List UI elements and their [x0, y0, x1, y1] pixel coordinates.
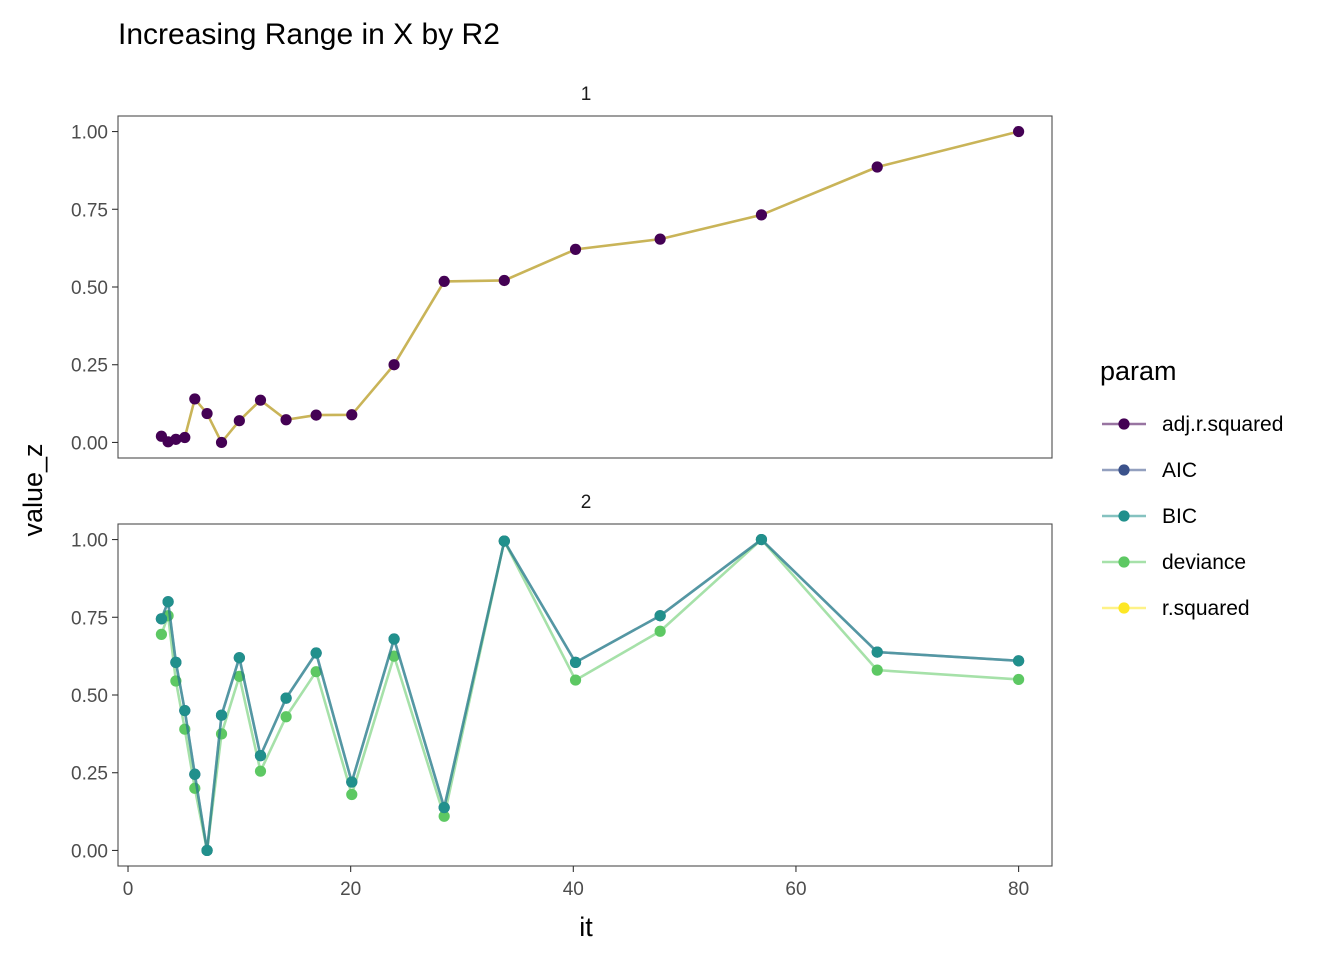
- x-axis: 0 20 40 60 80: [123, 866, 1029, 900]
- legend-entry-deviance: deviance: [1102, 551, 1246, 574]
- series-line: [160, 130, 1019, 444]
- data-point: [254, 394, 267, 406]
- data-point: [189, 393, 201, 405]
- panel-2-strip-label: 2: [581, 492, 592, 513]
- data-point: [179, 704, 191, 717]
- data-point: [310, 647, 322, 659]
- data-point: [654, 233, 666, 245]
- data-point: [280, 692, 292, 704]
- legend-label: r.squared: [1162, 597, 1250, 620]
- data-point: [233, 652, 245, 664]
- y-tick-label: 0.00: [71, 841, 108, 862]
- series-BIC: [155, 533, 1025, 857]
- data-point: [201, 407, 213, 420]
- data-point: [438, 275, 450, 288]
- legend-label: AIC: [1162, 459, 1197, 482]
- data-point: [310, 666, 322, 678]
- data-point: [280, 414, 292, 426]
- data-point: [871, 161, 883, 173]
- data-point: [215, 436, 228, 449]
- data-point: [155, 628, 168, 640]
- y-axis-title: value_z: [18, 443, 48, 536]
- data-point: [189, 768, 201, 780]
- data-point: [438, 810, 450, 822]
- data-point: [871, 646, 883, 658]
- series-r-squared: [160, 130, 1019, 444]
- data-point: [569, 656, 582, 668]
- legend-entry-AIC: AIC: [1102, 459, 1197, 482]
- data-point: [155, 613, 168, 625]
- x-tick-label: 0: [123, 879, 134, 900]
- legend-key-point: [1118, 464, 1130, 476]
- data-point: [654, 610, 666, 622]
- panel-1: 0.00 0.25 0.50 0.75 1.00: [71, 115, 1053, 459]
- data-point: [346, 409, 358, 421]
- y-tick-label: 0.75: [71, 200, 108, 221]
- data-point: [254, 750, 267, 762]
- legend-label: BIC: [1162, 505, 1197, 528]
- x-tick-label: 80: [1008, 879, 1029, 900]
- data-point: [280, 711, 292, 723]
- data-point: [569, 243, 582, 255]
- x-tick-label: 40: [563, 879, 584, 900]
- panel-1-strip-label: 1: [581, 84, 592, 105]
- data-point: [179, 431, 191, 444]
- panel-2-border: [117, 523, 1053, 867]
- y-tick-label: 1.00: [71, 531, 108, 552]
- data-point: [254, 765, 267, 777]
- legend-entry-adj-r-squared: adj.r.squared: [1102, 413, 1283, 436]
- legend-entry-r-squared: r.squared: [1102, 597, 1250, 620]
- data-point: [346, 776, 358, 788]
- series-adj-r-squared: [155, 125, 1025, 449]
- series-line: [160, 538, 1019, 852]
- x-tick-label: 20: [340, 879, 361, 900]
- y-tick-label: 0.50: [71, 278, 108, 299]
- data-point: [871, 664, 883, 676]
- legend-key-point: [1118, 602, 1130, 614]
- legend-label: adj.r.squared: [1162, 413, 1283, 436]
- series-line: [160, 538, 1019, 852]
- x-axis-title: it: [579, 912, 593, 942]
- data-point: [215, 728, 228, 740]
- panel-1-border: [117, 115, 1053, 459]
- y-tick-label: 1.00: [71, 123, 108, 144]
- data-point: [438, 801, 450, 814]
- y-tick-label: 0.75: [71, 608, 108, 629]
- data-point: [388, 359, 400, 371]
- y-tick-label: 0.00: [71, 433, 108, 454]
- data-point: [388, 633, 400, 645]
- data-point: [346, 788, 358, 801]
- y-tick-label: 0.25: [71, 356, 108, 377]
- legend-label: deviance: [1162, 551, 1246, 574]
- data-point: [1013, 125, 1025, 138]
- data-point: [569, 674, 582, 686]
- legend-key-point: [1118, 418, 1130, 430]
- data-point: [310, 409, 322, 421]
- legend: param adj.r.squared AIC BIC deviance r.squar…: [1100, 356, 1283, 620]
- data-point: [654, 625, 666, 637]
- data-point: [215, 709, 228, 721]
- legend-title: param: [1100, 356, 1177, 386]
- data-point: [755, 209, 768, 221]
- panel-2: 0.00 0.25 0.50 0.75 1.00: [71, 523, 1053, 867]
- y-tick-label: 0.25: [71, 764, 108, 785]
- data-point: [1013, 673, 1025, 686]
- data-point: [1013, 655, 1025, 667]
- data-point: [233, 415, 245, 427]
- data-point: [170, 656, 182, 668]
- data-point: [755, 533, 768, 546]
- legend-key-point: [1118, 510, 1130, 522]
- data-point: [388, 650, 400, 662]
- data-point: [498, 535, 510, 547]
- legend-key-point: [1118, 556, 1130, 568]
- data-point: [162, 596, 174, 608]
- data-point: [498, 274, 510, 287]
- x-tick-label: 60: [785, 879, 806, 900]
- chart-title: Increasing Range in X by R2: [118, 18, 500, 51]
- data-point: [170, 433, 182, 445]
- y-tick-label: 0.50: [71, 686, 108, 707]
- legend-entry-BIC: BIC: [1102, 505, 1197, 528]
- data-point: [201, 844, 213, 857]
